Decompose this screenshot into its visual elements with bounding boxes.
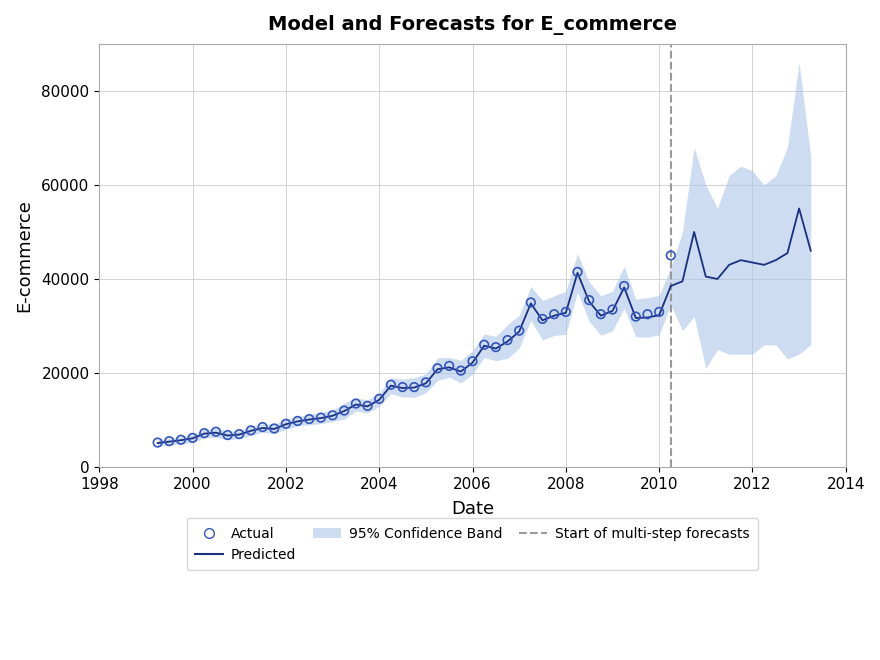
Actual (314, 412, 328, 423)
Y-axis label: E-commerce: E-commerce (15, 199, 33, 312)
Actual (488, 342, 502, 352)
Actual (290, 416, 304, 426)
Actual (594, 309, 608, 319)
Actual (150, 438, 165, 448)
Actual (430, 363, 444, 374)
Actual (501, 335, 515, 345)
Actual (209, 426, 223, 437)
Actual (617, 280, 631, 291)
Actual (535, 314, 549, 324)
Actual (524, 297, 538, 308)
Actual (419, 377, 433, 387)
Predicted (736, 256, 746, 264)
Actual (547, 309, 561, 319)
Predicted (759, 261, 769, 269)
Actual (641, 309, 655, 319)
Actual (197, 428, 211, 438)
Predicted (782, 249, 793, 257)
Actual (395, 381, 409, 392)
Actual (582, 295, 596, 306)
Title: Model and Forecasts for E_commerce: Model and Forecasts for E_commerce (268, 15, 677, 35)
Actual (174, 434, 188, 445)
Actual (384, 379, 398, 390)
Legend: Actual, Predicted, 95% Confidence Band, Start of multi-step forecasts: Actual, Predicted, 95% Confidence Band, … (187, 519, 759, 570)
Actual (605, 304, 620, 315)
Actual (664, 250, 678, 261)
Predicted (747, 259, 758, 267)
Predicted (794, 205, 804, 213)
Actual (255, 422, 269, 432)
Actual (361, 401, 375, 411)
Actual (512, 325, 526, 336)
Actual (477, 339, 491, 350)
Actual (279, 418, 293, 429)
Actual (186, 432, 200, 443)
Predicted (805, 247, 816, 255)
Predicted (678, 277, 688, 285)
Actual (466, 356, 480, 366)
Predicted (771, 256, 781, 264)
Actual (302, 414, 316, 424)
Actual (326, 410, 340, 420)
Predicted (712, 275, 722, 283)
Line: Predicted: Predicted (671, 209, 810, 286)
Actual (244, 425, 258, 436)
Predicted (665, 282, 676, 290)
Actual (629, 312, 643, 322)
Actual (232, 429, 246, 440)
Actual (268, 423, 282, 434)
Actual (559, 307, 573, 317)
Actual (348, 398, 363, 409)
Actual (652, 307, 666, 317)
Predicted (724, 261, 735, 269)
Actual (407, 381, 422, 392)
X-axis label: Date: Date (451, 500, 494, 518)
Actual (454, 366, 468, 376)
Actual (162, 436, 176, 446)
Actual (337, 405, 351, 416)
Predicted (689, 228, 700, 236)
Actual (372, 393, 386, 404)
Predicted (700, 273, 711, 280)
Actual (442, 360, 456, 371)
Actual (570, 267, 584, 277)
Actual (221, 430, 235, 440)
